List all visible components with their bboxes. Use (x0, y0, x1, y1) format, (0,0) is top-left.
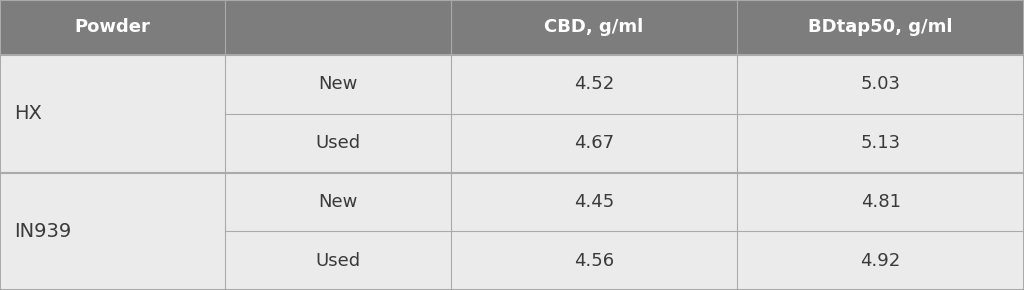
Text: IN939: IN939 (14, 222, 72, 241)
Text: 4.52: 4.52 (573, 75, 614, 93)
Bar (0, 0, 225, 55)
Text: HX: HX (14, 104, 42, 123)
Bar (451, 0, 737, 55)
Bar (737, 231, 1024, 290)
Bar (451, 231, 737, 290)
Text: Powder: Powder (75, 19, 151, 37)
Bar (0, 173, 225, 290)
Text: New: New (318, 193, 357, 211)
Text: CBD, g/ml: CBD, g/ml (545, 19, 643, 37)
Text: 4.56: 4.56 (573, 252, 614, 270)
Bar (451, 173, 737, 231)
Bar (737, 173, 1024, 231)
Bar (737, 114, 1024, 173)
Text: 4.67: 4.67 (573, 134, 614, 152)
Bar (225, 231, 451, 290)
Text: 4.81: 4.81 (860, 193, 901, 211)
Bar (225, 173, 451, 231)
Text: 4.92: 4.92 (860, 252, 901, 270)
Bar (225, 55, 451, 114)
Bar (737, 55, 1024, 114)
Bar (737, 0, 1024, 55)
Bar (0, 55, 225, 173)
Text: 4.45: 4.45 (573, 193, 614, 211)
Bar (225, 0, 451, 55)
Text: Used: Used (315, 134, 360, 152)
Bar (225, 114, 451, 173)
Text: BDtap50, g/ml: BDtap50, g/ml (808, 19, 953, 37)
Bar (451, 55, 737, 114)
Text: 5.13: 5.13 (860, 134, 901, 152)
Text: New: New (318, 75, 357, 93)
Text: 5.03: 5.03 (860, 75, 901, 93)
Bar (451, 114, 737, 173)
Text: Used: Used (315, 252, 360, 270)
